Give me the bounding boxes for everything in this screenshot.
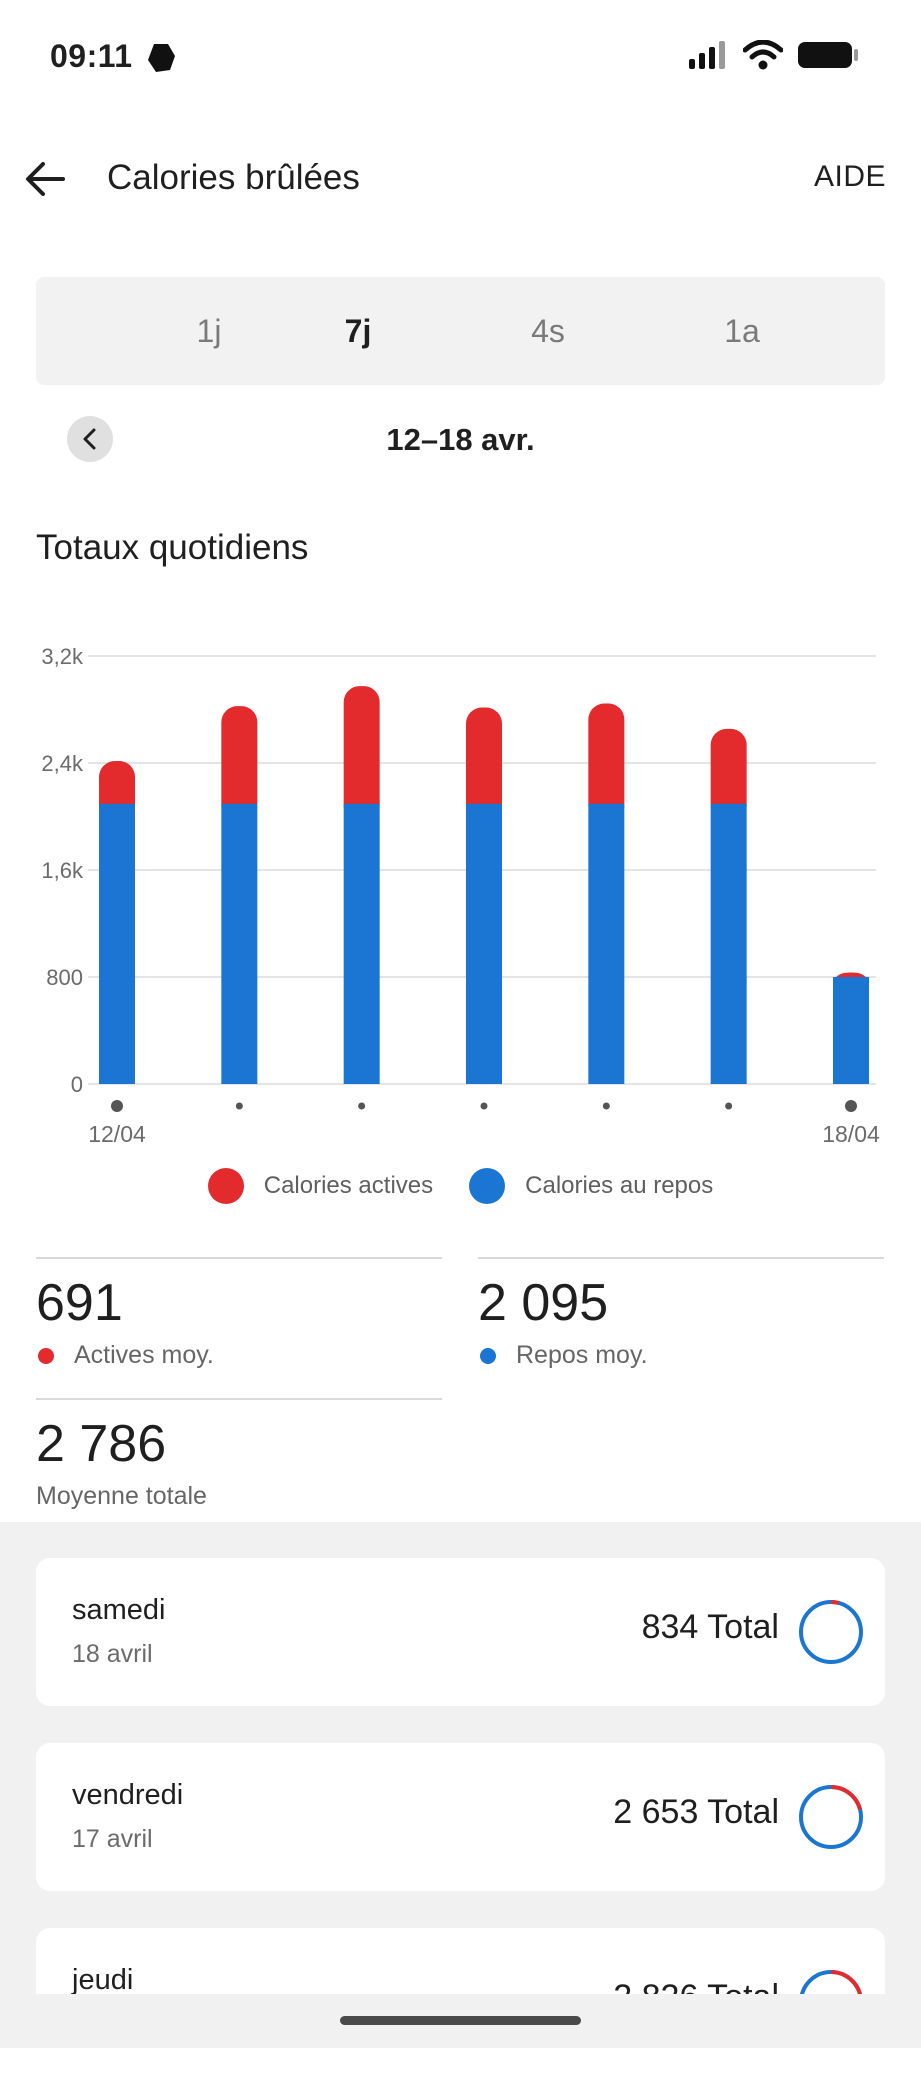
y-tick-label: 2,4k	[41, 751, 84, 776]
help-button[interactable]: AIDE	[813, 160, 886, 193]
y-tick-label: 1,6k	[41, 858, 84, 883]
tab-1-year[interactable]: 1a	[724, 312, 760, 349]
day-name: vendredi	[72, 1779, 184, 1811]
bar-active	[466, 707, 502, 822]
daily-totals-chart: 0 800 1,6k 2,4k 3,2k 12/04 18/04	[41, 644, 880, 1147]
stat-rest-average: 2 095 Repos moy.	[478, 1257, 884, 1389]
bar-active	[588, 703, 625, 822]
x-tick-dot	[602, 1102, 610, 1110]
x-tick-dot	[845, 1100, 857, 1112]
stat-dot-active	[38, 1347, 54, 1364]
legend-label-active: Calories actives	[263, 1172, 434, 1199]
bar-rest	[710, 803, 747, 1084]
day-name: jeudi	[72, 1964, 134, 1996]
chevron-left-icon	[83, 428, 96, 450]
tab-1-day[interactable]: 1j	[196, 312, 222, 349]
tab-4-weeks[interactable]: 4s	[531, 312, 565, 349]
ring-rest	[799, 1600, 863, 1664]
day-list: samedi 18 avril 834 Total vendredi 17 av…	[0, 1522, 921, 2076]
app-notification-icon	[148, 44, 175, 72]
bar-rest	[466, 803, 502, 1084]
legend-dot-rest	[469, 1168, 506, 1204]
ring-active	[799, 1785, 863, 1849]
day-total: 2 653 Total	[613, 1793, 779, 1831]
bar-active	[343, 686, 380, 822]
date-range-row: 12–18 avr.	[0, 410, 921, 470]
day-date: 17 avril	[72, 1825, 153, 1853]
stat-active-average: 691 Actives moy.	[36, 1257, 442, 1389]
legend-label-rest: Calories au repos	[525, 1172, 714, 1199]
day-card-friday[interactable]: vendredi 17 avril 2 653 Total	[36, 1743, 885, 1891]
y-tick-label: 0	[71, 1072, 83, 1097]
status-time: 09:11	[50, 38, 133, 74]
ring-active	[799, 1600, 863, 1664]
signal-icon	[689, 41, 725, 69]
x-tick-dot	[480, 1102, 488, 1110]
status-bar: 09:11	[0, 0, 921, 118]
x-tick-dot	[725, 1102, 733, 1110]
wifi-icon	[743, 40, 783, 70]
bar-rest	[221, 803, 258, 1084]
day-card-saturday[interactable]: samedi 18 avril 834 Total	[36, 1558, 885, 1706]
stat-active-label: Actives moy.	[74, 1341, 214, 1369]
back-button[interactable]	[20, 154, 70, 204]
bar-rest	[99, 803, 135, 1084]
previous-range-button[interactable]	[67, 416, 113, 462]
y-tick-label: 3,2k	[41, 644, 84, 669]
legend-dot-active	[207, 1168, 244, 1204]
bar-rest	[343, 803, 380, 1084]
day-date: 18 avril	[72, 1640, 153, 1668]
arrow-back-icon	[26, 162, 65, 196]
x-tick-dot	[111, 1100, 123, 1112]
x-tick-dot	[358, 1102, 366, 1110]
stat-rest-label: Repos moy.	[516, 1341, 648, 1369]
app-bar: Calories brûlées AIDE	[0, 140, 921, 216]
day-ring-icon	[799, 1600, 863, 1664]
bar-rest	[588, 803, 625, 1084]
day-total: 834 Total	[641, 1608, 779, 1646]
status-icons	[689, 40, 859, 70]
stat-total-label: Moyenne totale	[36, 1482, 207, 1510]
legend-item-active: Calories actives	[207, 1168, 434, 1204]
stat-rest-value: 2 095	[478, 1274, 609, 1332]
x-tick-dot	[235, 1102, 243, 1110]
stat-total-value: 2 786	[36, 1415, 167, 1473]
day-ring-icon	[799, 1785, 863, 1849]
legend-item-rest: Calories au repos	[469, 1168, 713, 1204]
tab-7-days[interactable]: 7j	[344, 312, 372, 349]
stat-active-value: 691	[36, 1274, 123, 1332]
day-name: samedi	[72, 1594, 166, 1626]
bar-rest	[833, 977, 869, 1084]
battery-icon	[798, 42, 858, 68]
bar-active	[221, 706, 258, 822]
page-title: Calories brûlées	[107, 158, 360, 197]
date-range-label: 12–18 avr.	[386, 422, 535, 457]
y-tick-label: 800	[46, 965, 83, 990]
x-tick-label: 12/04	[88, 1121, 146, 1147]
x-tick-label: 18/04	[822, 1121, 880, 1147]
section-title: Totaux quotidiens	[36, 528, 309, 567]
period-tabs: 1j 7j 4s 1a	[36, 277, 885, 385]
chart-legend: Calories actives Calories au repos	[0, 1165, 921, 1207]
stat-active-label-row: Actives moy.	[36, 1341, 214, 1370]
stat-dot-rest	[480, 1347, 496, 1364]
stat-total-average: 2 786 Moyenne totale	[36, 1398, 442, 1520]
stat-rest-label-row: Repos moy.	[478, 1341, 648, 1370]
home-indicator[interactable]	[340, 2016, 581, 2025]
bar-active	[710, 728, 747, 822]
